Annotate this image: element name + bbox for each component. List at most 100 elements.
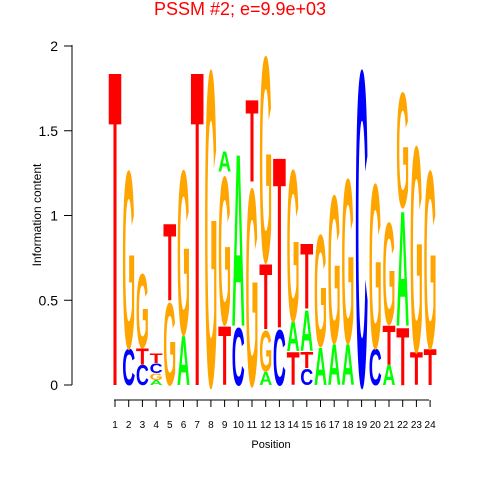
- logo-letter-A: A: [341, 334, 354, 399]
- logo-letter-A: A: [314, 335, 327, 397]
- logo-letter-A: A: [150, 379, 163, 387]
- logo-letter-T: T: [424, 339, 437, 397]
- logo-letter-G: G: [246, 131, 259, 446]
- x-tick-label: 1: [112, 420, 118, 431]
- logo-column-9: TGA: [218, 132, 231, 404]
- x-tick-label: 22: [397, 420, 409, 431]
- x-ticks: 1 2 3 4 5 6 7 8 9 10 11 12 13 14 15 16 17 18 19 20 21 22 23 24: [112, 400, 436, 431]
- x-tick-label: 23: [411, 420, 423, 431]
- x-axis-label: Position: [251, 439, 290, 451]
- logo-letter-C: C: [369, 340, 382, 397]
- logo-letter-G: G: [163, 279, 176, 411]
- x-tick-label: 15: [301, 420, 313, 431]
- logo-column-1: T: [109, 0, 122, 480]
- logo-letter-A: A: [300, 300, 313, 365]
- x-tick-label: 11: [247, 420, 258, 431]
- y-tick-label: 0.5: [39, 292, 59, 308]
- logo-letter-G: G: [341, 131, 354, 393]
- x-tick-label: 19: [356, 420, 368, 431]
- logo-letter-G: G: [218, 132, 231, 369]
- logo-letter-A: A: [328, 334, 341, 399]
- y-ticks: 0 0.5 1 1.5 2: [39, 38, 72, 393]
- logo-letter-A: A: [177, 321, 190, 400]
- logo-letter-G: G: [410, 86, 423, 415]
- logo-letter-G: G: [259, 320, 272, 385]
- x-tick-label: 16: [315, 420, 327, 431]
- x-tick-label: 3: [140, 420, 146, 431]
- y-tick-label: 0: [50, 377, 58, 393]
- logo-column-10: CA: [232, 103, 245, 403]
- logo-column-8: G: [204, 0, 217, 480]
- x-tick-label: 4: [153, 420, 159, 431]
- logo-letter-T: T: [300, 347, 313, 373]
- x-tick-label: 20: [370, 420, 382, 431]
- logo-letter-G: G: [314, 203, 327, 382]
- x-tick-label: 5: [167, 420, 173, 431]
- x-tick-label: 17: [329, 420, 341, 431]
- x-tick-label: 7: [194, 420, 200, 431]
- logo-letter-G: G: [122, 119, 135, 403]
- logo-column-3: CTG: [136, 253, 149, 392]
- logo-column-21: ATG: [382, 193, 395, 392]
- x-tick-label: 8: [208, 420, 214, 431]
- logo-letter-G: G: [287, 125, 300, 368]
- logo-column-19: C: [355, 0, 368, 480]
- logo-letter-G: G: [150, 372, 163, 382]
- logo-letter-C: C: [122, 340, 135, 397]
- logo-letter-G: G: [177, 123, 190, 385]
- logo-letter-G: G: [259, 0, 272, 325]
- logo-letter-T: T: [396, 311, 409, 403]
- logo-letter-T: T: [150, 350, 163, 366]
- logo-letter-T: T: [259, 245, 272, 350]
- logo-letter-G: G: [424, 119, 437, 403]
- logo-letter-T: T: [245, 74, 258, 206]
- logo-letter-T: T: [163, 200, 176, 324]
- y-tick-label: 1: [50, 208, 58, 224]
- logo-letter-G: G: [136, 253, 149, 372]
- logo-column-2: CG: [122, 119, 135, 403]
- x-tick-label: 6: [181, 420, 187, 431]
- logo-letter-G: G: [204, 0, 217, 480]
- logo-column-11: GT: [245, 74, 258, 445]
- logo-column-18: AG: [341, 131, 354, 398]
- logo-letter-A: A: [396, 177, 409, 361]
- x-tick-label: 10: [233, 420, 245, 431]
- x-tick-label: 14: [288, 420, 300, 431]
- logo-letter-G: G: [328, 151, 341, 388]
- logo-letter-T: T: [136, 344, 149, 370]
- x-tick-label: 9: [222, 420, 228, 431]
- logo-letter-T: T: [383, 314, 396, 378]
- logo-column-24: TG: [424, 119, 437, 403]
- logo-column-6: AG: [177, 123, 190, 401]
- logo-letter-A: A: [218, 148, 231, 179]
- logo-letter-T: T: [287, 342, 300, 395]
- y-tick-label: 2: [50, 38, 58, 54]
- logo-letter-A: A: [382, 361, 395, 392]
- x-tick-label: 2: [126, 420, 132, 431]
- x-tick-label: 18: [342, 420, 354, 431]
- logo-letter-T: T: [410, 342, 423, 395]
- logo-letter-C: C: [273, 313, 286, 403]
- logo-column-14: TAG: [287, 125, 300, 396]
- logo-letter-C: C: [355, 0, 368, 480]
- logo-column-20: CG: [369, 136, 382, 398]
- x-tick-label: 21: [383, 420, 395, 431]
- logo-letter-G: G: [369, 136, 382, 398]
- logo-letter-T: T: [300, 225, 313, 330]
- logo-column-13: CT: [273, 106, 286, 403]
- logo-letter-A: A: [232, 103, 245, 379]
- x-tick-label: 13: [274, 420, 286, 431]
- logo-column-22: TAG: [396, 58, 409, 403]
- logo-letter-C: C: [300, 365, 313, 391]
- logo-column-16: AG: [314, 203, 327, 398]
- logo-letter-G: G: [383, 193, 396, 356]
- y-tick-label: 1.5: [39, 123, 59, 139]
- logo-column-7: T: [191, 0, 204, 480]
- x-tick-label: 12: [260, 420, 272, 431]
- logo-letter-T: T: [191, 0, 204, 480]
- logo-letter-T: T: [218, 310, 231, 405]
